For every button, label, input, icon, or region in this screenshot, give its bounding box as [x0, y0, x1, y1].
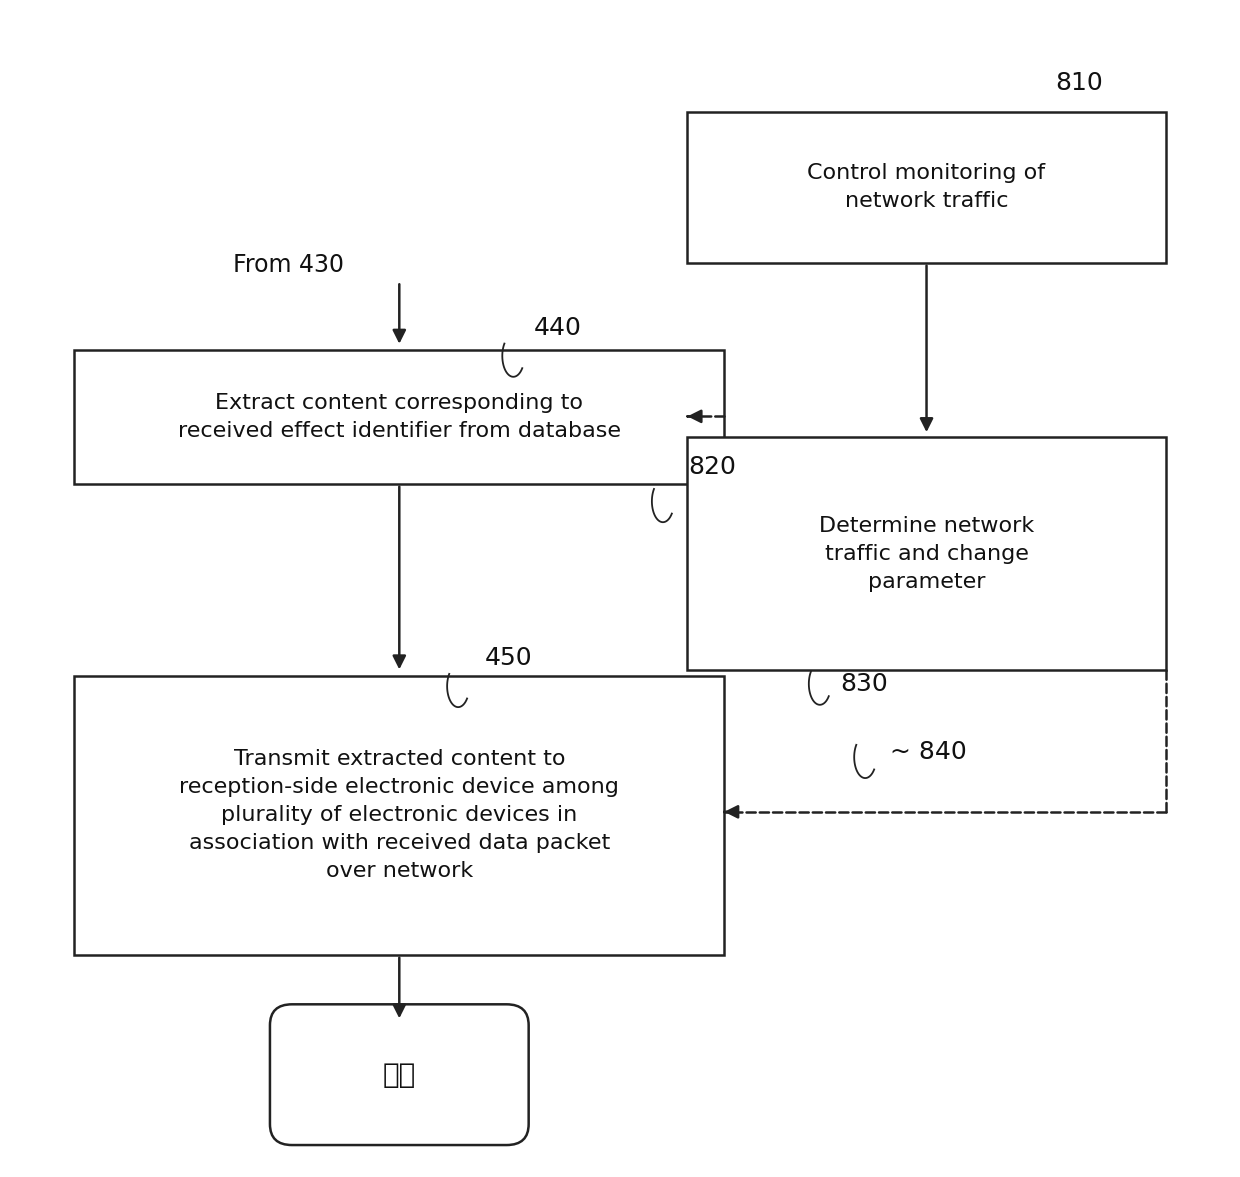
Text: 終了: 終了 [383, 1060, 415, 1089]
FancyBboxPatch shape [687, 438, 1166, 670]
FancyBboxPatch shape [74, 676, 724, 955]
Text: 820: 820 [688, 455, 737, 479]
Text: From 430: From 430 [233, 253, 345, 277]
Text: 830: 830 [841, 672, 888, 697]
Text: 440: 440 [534, 315, 582, 340]
Text: ~ 840: ~ 840 [890, 739, 966, 764]
Text: Control monitoring of
network traffic: Control monitoring of network traffic [807, 164, 1045, 211]
Text: 450: 450 [485, 646, 533, 670]
FancyBboxPatch shape [270, 1004, 528, 1145]
Text: Transmit extracted content to
reception-side electronic device among
plurality o: Transmit extracted content to reception-… [180, 750, 619, 882]
Text: Determine network
traffic and change
parameter: Determine network traffic and change par… [818, 516, 1034, 592]
FancyBboxPatch shape [687, 112, 1166, 262]
FancyBboxPatch shape [74, 350, 724, 484]
Text: Extract content corresponding to
received effect identifier from database: Extract content corresponding to receive… [177, 393, 621, 441]
Text: 810: 810 [1055, 72, 1104, 95]
